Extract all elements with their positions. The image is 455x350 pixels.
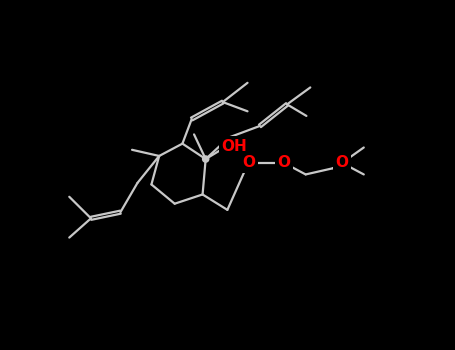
Text: O: O: [336, 155, 349, 170]
Text: O: O: [278, 155, 290, 170]
Circle shape: [202, 156, 209, 162]
Text: O: O: [242, 155, 255, 170]
Text: OH: OH: [222, 139, 247, 154]
